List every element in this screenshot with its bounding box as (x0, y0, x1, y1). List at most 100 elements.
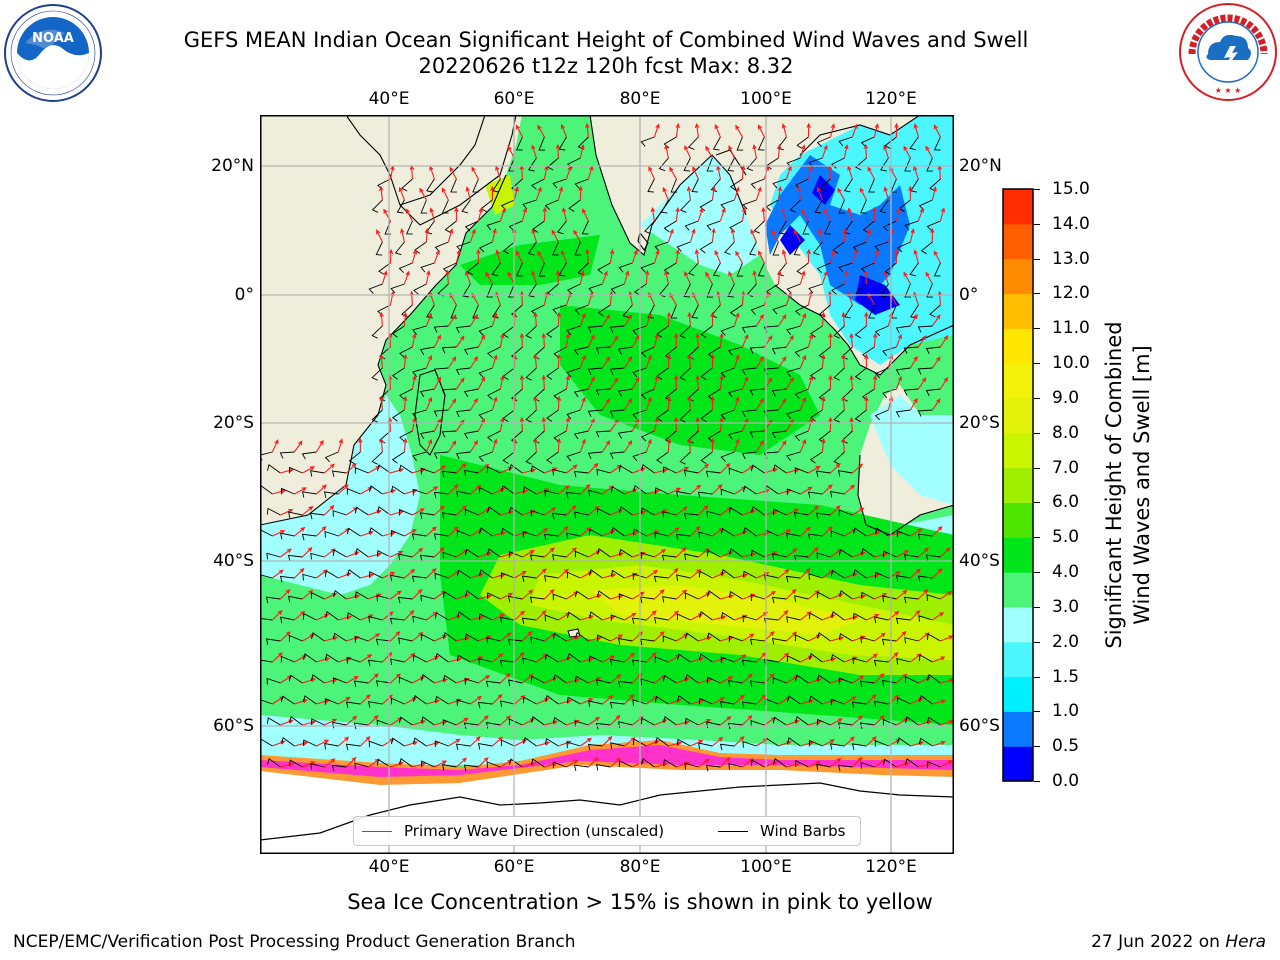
wind-barb (728, 506, 743, 516)
wave-direction-arrow (623, 398, 633, 411)
colorbar-segment (1003, 189, 1033, 225)
wave-direction-arrow (931, 314, 941, 327)
wind-barb (749, 388, 765, 396)
wind-barb (816, 763, 831, 771)
wind-barb (853, 527, 867, 537)
wind-barb (486, 592, 501, 600)
wind-barb (925, 554, 941, 562)
wind-barb (565, 491, 581, 499)
wave-direction-arrow (844, 696, 857, 705)
colorbar-tick (1034, 641, 1040, 643)
chart-title: GEFS MEAN Indian Ocean Significant Heigh… (183, 28, 1029, 52)
wave-direction-arrow (537, 250, 545, 264)
wind-barb (859, 722, 875, 729)
wind-barb (353, 680, 369, 687)
wind-barb (479, 527, 493, 537)
wave-direction-arrow (426, 526, 437, 537)
wind-barb (530, 636, 545, 644)
wind-barb (486, 283, 494, 298)
wind-barb (904, 157, 911, 172)
wave-direction-arrow (918, 588, 929, 600)
wave-direction-arrow (522, 468, 537, 474)
wave-direction-arrow (514, 695, 526, 705)
wave-direction-arrow (808, 590, 820, 600)
wave-direction-arrow (556, 395, 562, 411)
wind-barb (896, 241, 911, 253)
wave-direction-arrow (425, 269, 431, 285)
wind-barb (463, 346, 479, 355)
wave-direction-arrow (624, 737, 636, 747)
wave-direction-arrow (515, 250, 523, 264)
wind-barb (786, 451, 801, 461)
wave-direction-arrow (689, 228, 696, 243)
wind-barb (455, 743, 471, 751)
wave-direction-arrow (778, 652, 790, 663)
wind-barb (281, 736, 295, 747)
wave-direction-arrow (698, 758, 710, 768)
wave-direction-arrow (808, 760, 822, 768)
colorbar-segment (1003, 223, 1033, 260)
wind-barb (640, 717, 655, 726)
wind-barb (464, 469, 479, 477)
wind-barb (511, 430, 523, 444)
wave-direction-arrow (669, 166, 677, 180)
wind-barb (266, 552, 281, 560)
wave-direction-arrow (404, 609, 415, 621)
wind-barb (478, 743, 493, 750)
wind-barb (354, 762, 369, 770)
wind-barb (670, 178, 678, 193)
wave-direction-arrow (447, 398, 457, 411)
wave-direction-arrow (932, 699, 947, 705)
wave-direction-arrow (808, 720, 823, 726)
wave-direction-arrow (456, 636, 471, 642)
wind-barb (868, 304, 875, 319)
wave-direction-arrow (917, 377, 927, 390)
wind-barb (882, 758, 897, 768)
wind-barb (882, 679, 897, 687)
wind-barb (522, 199, 537, 210)
wind-barb (411, 575, 427, 583)
wind-barb (566, 696, 581, 705)
wave-direction-arrow (411, 375, 417, 390)
wind-barb (721, 568, 735, 579)
wave-direction-arrow (478, 674, 491, 684)
wind-barb (406, 220, 413, 235)
wind-barb (525, 325, 537, 339)
wave-direction-arrow (623, 314, 633, 327)
wave-direction-arrow (712, 697, 726, 705)
wave-direction-arrow (730, 227, 736, 243)
wind-barb (398, 464, 413, 474)
wind-barb (324, 698, 339, 705)
wind-barb (310, 592, 325, 600)
wind-barb (477, 701, 493, 709)
wave-direction-arrow (866, 694, 877, 705)
wind-barb (433, 367, 449, 375)
wind-barb (675, 533, 691, 541)
wave-direction-arrow (585, 248, 590, 264)
wind-barb (830, 491, 845, 498)
wave-direction-arrow (895, 375, 902, 390)
wind-barb (479, 569, 493, 579)
sea-ice-note: Sea Ice Concentration > 15% is shown in … (347, 890, 933, 914)
wave-direction-arrow (888, 571, 902, 579)
wind-barb (552, 761, 567, 769)
wind-barb (796, 136, 809, 149)
wind-barb (522, 657, 537, 665)
wind-barb (419, 554, 435, 562)
wind-barb (771, 430, 787, 439)
wave-direction-arrow (324, 548, 336, 558)
wave-direction-arrow (499, 207, 506, 222)
wind-barb (728, 346, 743, 356)
wind-barb (391, 451, 405, 464)
wave-direction-arrow (544, 589, 555, 600)
colorbar-tick (1034, 258, 1040, 260)
wave-direction-arrow (555, 269, 561, 285)
wind-barb (301, 451, 317, 460)
wave-direction-arrow (566, 759, 579, 768)
wave-direction-arrow (673, 332, 679, 348)
colorbar-segment (1003, 572, 1033, 608)
wind-barb (795, 304, 809, 316)
wave-direction-arrow (541, 374, 546, 390)
colorbar-tick-label: 14.0 (1052, 213, 1090, 234)
wave-direction-arrow (404, 652, 416, 663)
